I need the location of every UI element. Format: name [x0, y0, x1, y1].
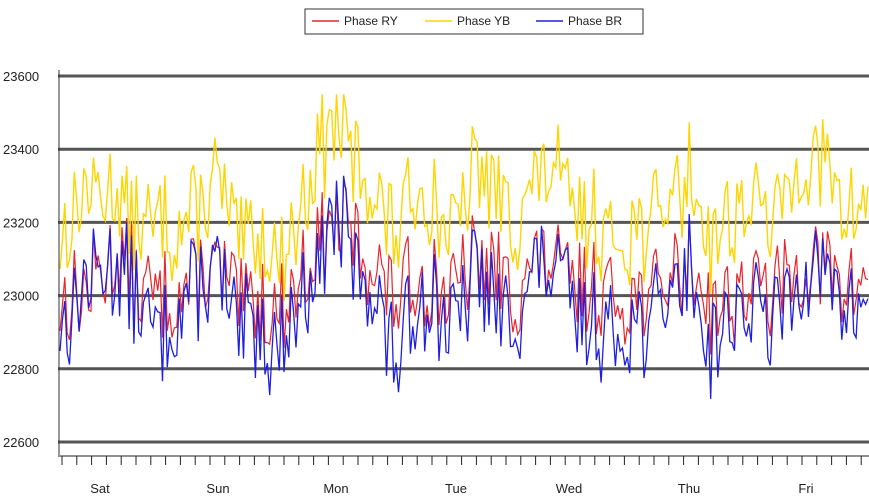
y-tick-label: 23400	[3, 142, 39, 157]
y-tick-label: 23600	[3, 69, 39, 84]
y-tick-label: 22800	[3, 362, 39, 377]
x-tick-label: Fri	[798, 481, 813, 496]
x-tick-label: Tue	[445, 481, 467, 496]
x-tick-label: Sat	[90, 481, 110, 496]
legend-box	[304, 8, 644, 35]
legend-label: Phase RY	[344, 14, 398, 28]
y-tick-label: 23000	[3, 289, 39, 304]
series-line-phase-br	[59, 175, 869, 399]
y-tick-label: 22600	[3, 435, 39, 450]
x-tick-label: Thu	[678, 481, 700, 496]
series-line-phase-ry	[59, 181, 869, 355]
x-tick-label: Sun	[206, 481, 229, 496]
legend-label: Phase YB	[457, 14, 510, 28]
x-tick-label: Mon	[323, 481, 348, 496]
y-tick-label: 23200	[3, 215, 39, 230]
x-tick-label: Wed	[556, 481, 583, 496]
legend-label: Phase BR	[568, 14, 622, 28]
series-line-phase-yb	[59, 94, 869, 302]
